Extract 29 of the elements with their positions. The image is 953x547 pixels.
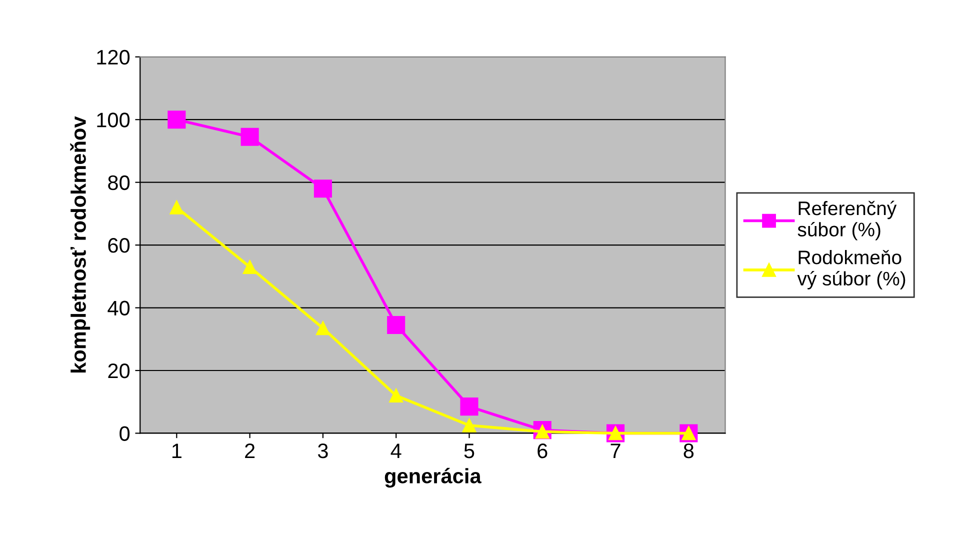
x-tick-label: 8 <box>684 443 694 458</box>
point <box>170 200 184 214</box>
point <box>168 110 186 129</box>
x-tick-label: 7 <box>610 444 620 458</box>
x-tick-label: 3 <box>318 443 328 458</box>
legend-label: Rodokmeňo vý súbor (%) <box>797 250 906 290</box>
y-tick-label: 120 <box>97 50 130 65</box>
x-tick-label: 4 <box>390 444 402 458</box>
y-axis-title: kompletnosť rodokmeňov <box>70 116 90 372</box>
x-tick-label: 1 <box>172 444 182 458</box>
x-axis-title: generácia <box>384 468 482 488</box>
point <box>314 180 332 198</box>
point <box>387 316 406 334</box>
y-tick-label: 40 <box>108 300 130 316</box>
y-tick-label: 60 <box>108 238 130 253</box>
point <box>316 321 330 336</box>
x-tick-label: 6 <box>538 443 548 458</box>
point <box>389 388 404 403</box>
legend-label: Referenčný súbor (%) <box>798 200 897 240</box>
point <box>240 128 259 146</box>
y-tick-label: 0 <box>120 426 130 441</box>
y-tick-label: 100 <box>97 112 130 128</box>
y-tick-label: 80 <box>108 175 130 190</box>
point <box>242 260 257 274</box>
y-tick-label: 20 <box>108 364 130 378</box>
x-tick-label: 5 <box>464 444 474 458</box>
x-tick-label: 2 <box>245 443 255 458</box>
point <box>462 418 476 432</box>
point <box>460 398 478 416</box>
